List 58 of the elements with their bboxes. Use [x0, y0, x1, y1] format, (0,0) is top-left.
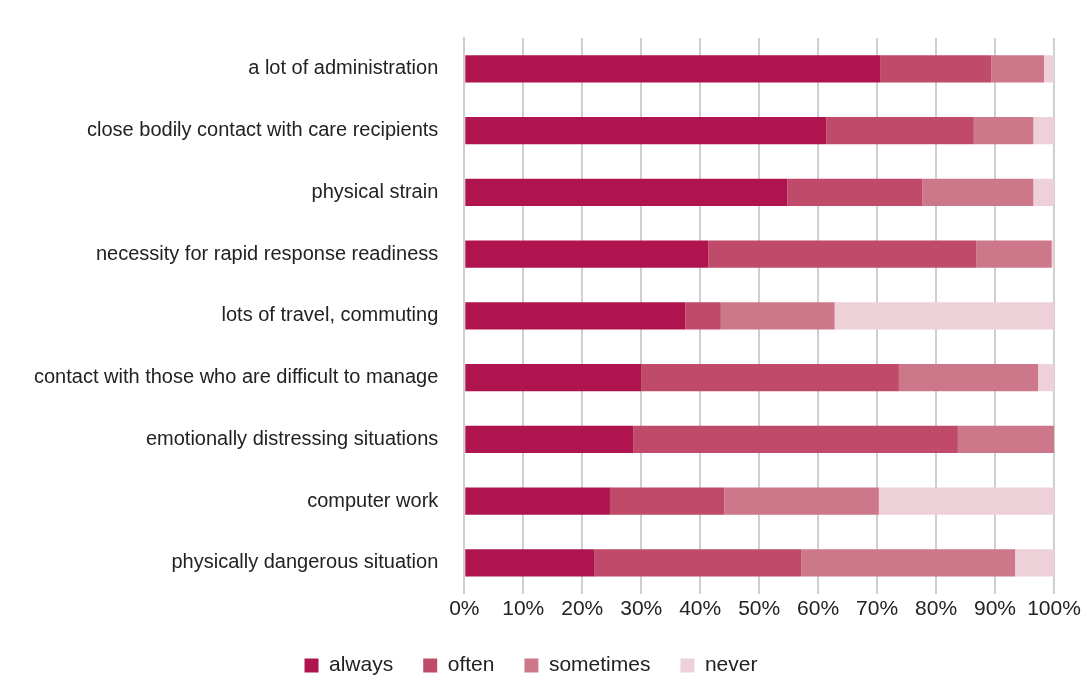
bar — [957, 425, 1054, 453]
legend-label: always — [329, 652, 394, 676]
legend-label: often — [447, 652, 495, 676]
bar — [801, 549, 1016, 577]
bar — [465, 178, 788, 206]
bar — [1015, 549, 1054, 577]
bar — [991, 55, 1044, 83]
y-tick-label: physical strain — [311, 179, 439, 202]
bar — [465, 302, 686, 330]
bar — [976, 240, 1052, 268]
legend-label: sometimes — [548, 652, 651, 676]
bar — [1038, 364, 1054, 392]
bar — [465, 117, 827, 145]
bar — [880, 55, 992, 83]
y-tick-label: a lot of administration — [248, 56, 439, 79]
bar — [708, 240, 977, 268]
x-tick-label: 40% — [679, 596, 722, 620]
y-tick-label: necessity for rapid response readiness — [95, 241, 439, 264]
bar — [922, 178, 1034, 206]
x-tick-label: 10% — [502, 596, 545, 620]
bar — [685, 302, 721, 330]
bar — [787, 178, 923, 206]
bar — [973, 117, 1034, 145]
bar — [465, 55, 881, 83]
x-tick-label: 70% — [856, 596, 899, 620]
bar — [898, 364, 1039, 392]
x-tick-label: 100% — [1027, 596, 1081, 620]
x-tick-label: 80% — [915, 596, 958, 620]
y-tick-label: computer work — [307, 488, 440, 511]
bar — [633, 425, 958, 453]
bar — [826, 117, 974, 145]
bar — [465, 425, 634, 453]
bar — [1033, 117, 1054, 145]
bar — [465, 549, 595, 577]
x-tick-label: 30% — [620, 596, 663, 620]
x-tick-label: 50% — [738, 596, 781, 620]
y-tick-label: close bodily contact with care recipients — [87, 118, 439, 141]
x-tick-label: 60% — [797, 596, 840, 620]
bar — [1033, 178, 1054, 206]
bar — [1043, 55, 1054, 83]
x-tick-label: 90% — [974, 596, 1017, 620]
bar — [465, 364, 642, 392]
y-tick-label: contact with those who are difficult to manage — [33, 365, 439, 388]
bar — [834, 302, 1054, 330]
legend-label: never — [704, 652, 758, 676]
bar — [465, 487, 610, 515]
x-tick-label: 20% — [561, 596, 604, 620]
y-tick-label: emotionally distressing situations — [145, 426, 439, 449]
bar — [720, 302, 835, 330]
bar — [641, 364, 899, 392]
bar — [878, 487, 1054, 515]
y-tick-label: physically dangerous situation — [171, 550, 439, 573]
bar — [724, 487, 879, 515]
bar — [594, 549, 802, 577]
y-tick-label: lots of travel, commuting — [221, 303, 439, 326]
bar — [465, 240, 709, 268]
x-tick-label: 0% — [449, 596, 480, 620]
bar — [609, 487, 725, 515]
